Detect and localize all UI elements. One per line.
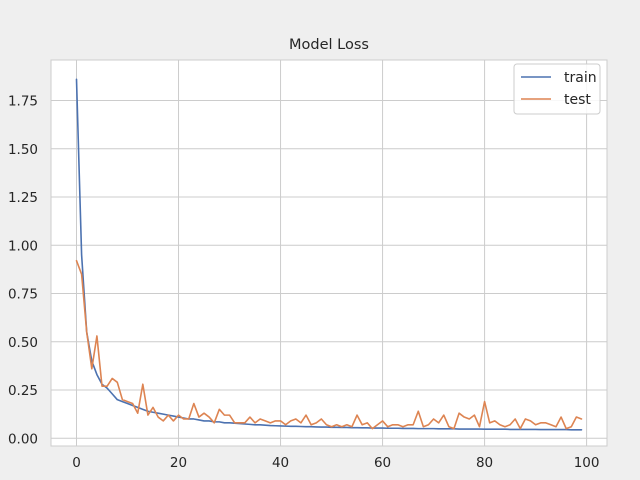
- legend: train test: [514, 64, 600, 114]
- legend-label-train: train: [564, 70, 597, 86]
- y-tick-label: 0.25: [8, 383, 38, 399]
- x-tick-label: 100: [574, 455, 600, 471]
- chart-title: Model Loss: [289, 37, 369, 53]
- x-tick-label: 20: [170, 455, 187, 471]
- y-tick-label: 1.25: [8, 190, 38, 206]
- y-tick-label: 0.75: [8, 287, 38, 303]
- y-tick-label: 1.75: [8, 94, 38, 110]
- x-tick-label: 40: [272, 455, 289, 471]
- x-tick-label: 0: [72, 455, 81, 471]
- y-tick-label: 0.50: [8, 335, 38, 351]
- x-tick-label: 60: [374, 455, 391, 471]
- plot-axes: 0 20 40 60 80 100 0.00 0.25 0.50 0.75 1.00 1.25 1.5…: [8, 60, 607, 471]
- legend-label-test: test: [564, 92, 591, 108]
- y-tick-label: 1.00: [8, 238, 38, 254]
- y-tick-label: 1.50: [8, 142, 38, 158]
- x-tick-label: 80: [476, 455, 493, 471]
- y-tick-label: 0.00: [8, 431, 38, 447]
- plot-area: [51, 60, 607, 446]
